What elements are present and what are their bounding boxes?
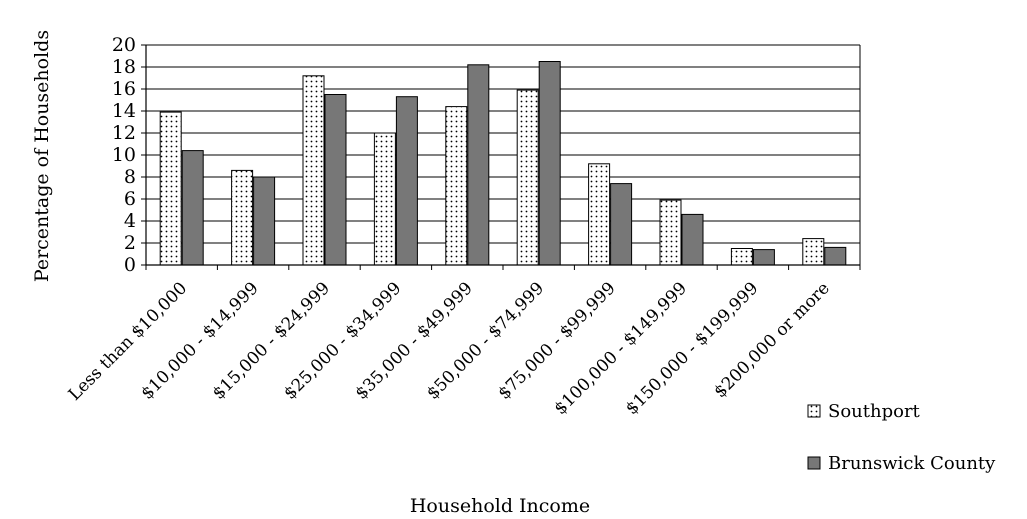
x-tick-labels: Less than $10,000$10,000 - $14,999$15,00… xyxy=(65,278,834,419)
bar-southport xyxy=(802,238,825,266)
bar-brunswick-county xyxy=(253,176,276,266)
bar-southport xyxy=(445,106,468,266)
x-tick-label: $50,000 - $74,999 xyxy=(423,278,548,403)
y-axis-title: Percentage of Households xyxy=(31,30,53,282)
y-tick-label: 6 xyxy=(124,188,136,210)
x-tick-label: $100,000 - $149,999 xyxy=(550,278,691,419)
bar-brunswick-county xyxy=(324,94,347,266)
x-tick-label: $15,000 - $24,999 xyxy=(209,278,334,403)
legend-swatch-southport xyxy=(807,404,821,418)
y-tick-label: 20 xyxy=(112,34,136,56)
bar-southport xyxy=(373,132,396,266)
bar-brunswick-county xyxy=(610,183,633,266)
bar-southport xyxy=(588,163,611,266)
legend: Southport Brunswick County xyxy=(807,401,996,474)
bar-brunswick-county xyxy=(681,213,704,266)
bar-southport xyxy=(231,169,254,266)
y-tick-label: 10 xyxy=(112,144,136,166)
x-tick-label: $35,000 - $49,999 xyxy=(352,278,477,403)
x-tick-label: $150,000 - $199,999 xyxy=(622,278,763,419)
y-tick-label: 16 xyxy=(112,78,136,100)
x-tick-label: Less than $10,000 xyxy=(65,278,191,404)
bar-brunswick-county xyxy=(538,61,561,266)
bar-southport xyxy=(659,199,682,266)
bar-southport xyxy=(302,75,325,266)
bar-brunswick-county xyxy=(181,150,204,266)
legend-label-southport: Southport xyxy=(828,401,921,422)
axes xyxy=(141,44,861,270)
y-tick-label: 8 xyxy=(124,166,136,188)
x-tick-label: $75,000 - $99,999 xyxy=(494,278,619,403)
bar-southport xyxy=(730,248,753,266)
bar-brunswick-county xyxy=(752,249,775,266)
bar-brunswick-county xyxy=(395,96,418,266)
bar-southport xyxy=(159,111,182,266)
y-tick-label: 0 xyxy=(124,254,136,276)
bar-brunswick-county xyxy=(467,64,490,266)
bars xyxy=(159,61,847,266)
x-tick-label: $25,000 - $34,999 xyxy=(280,278,405,403)
y-tick-label: 14 xyxy=(112,100,136,122)
bar-southport xyxy=(516,89,539,266)
bar-brunswick-county xyxy=(824,246,847,266)
legend-swatch-brunswick-county xyxy=(807,456,821,470)
y-tick-label: 2 xyxy=(124,232,136,254)
x-axis-title: Household Income xyxy=(410,495,590,517)
y-tick-label: 18 xyxy=(112,56,136,78)
y-tick-label: 4 xyxy=(124,210,136,232)
legend-label-brunswick-county: Brunswick County xyxy=(828,453,996,474)
y-tick-label: 12 xyxy=(112,122,136,144)
x-tick-label: $10,000 - $14,999 xyxy=(137,278,262,403)
